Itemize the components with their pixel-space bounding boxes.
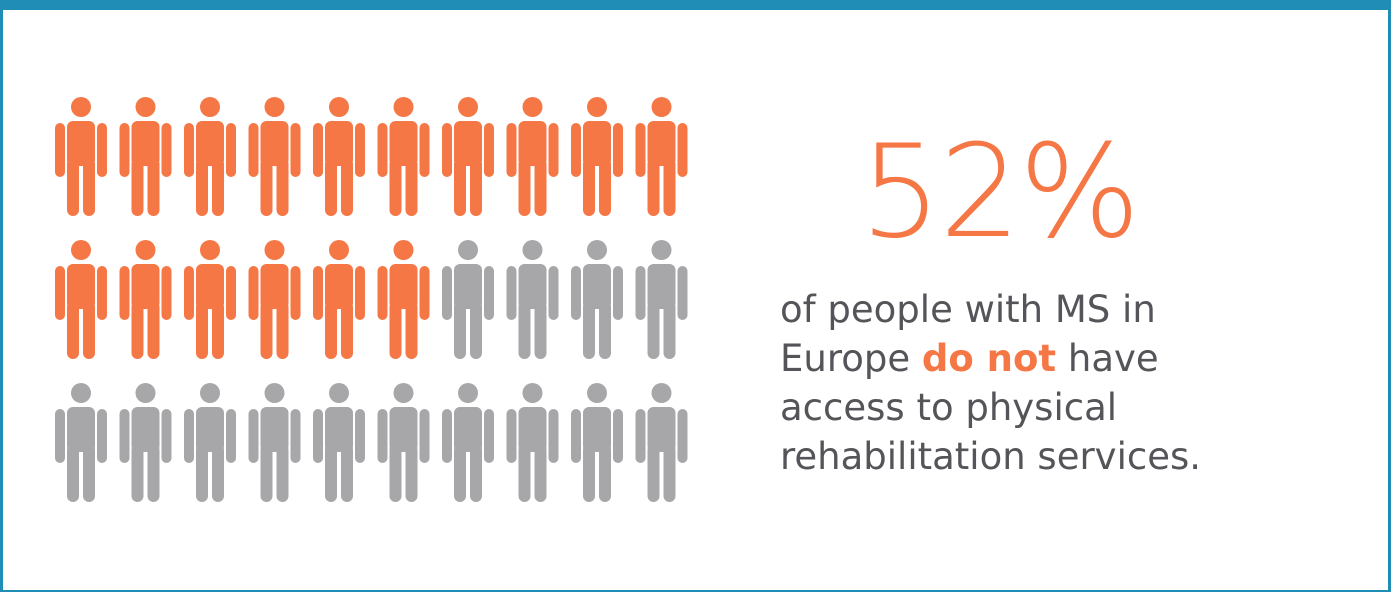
person-icon bbox=[377, 240, 430, 359]
person-icon bbox=[635, 383, 688, 502]
person-icon-grid bbox=[55, 96, 705, 516]
person-icon bbox=[571, 383, 623, 502]
caption-line-1: of people with MS in bbox=[780, 288, 1156, 331]
person-icon bbox=[184, 97, 236, 216]
person-icon bbox=[248, 383, 301, 502]
person-icon bbox=[442, 383, 494, 502]
person-icon bbox=[571, 97, 623, 216]
caption-line-2: Europe do not have bbox=[780, 334, 1340, 383]
person-icon bbox=[571, 240, 623, 359]
person-icon bbox=[313, 383, 365, 502]
person-icon bbox=[248, 240, 301, 359]
top-accent-bar bbox=[0, 0, 1391, 10]
person-icon bbox=[119, 383, 172, 502]
person-icon bbox=[506, 97, 559, 216]
person-icon bbox=[184, 240, 236, 359]
person-icon bbox=[313, 240, 365, 359]
person-icon bbox=[635, 240, 688, 359]
caption-line-2-start: Europe bbox=[780, 337, 922, 380]
person-icon bbox=[377, 97, 430, 216]
person-icon bbox=[55, 240, 107, 359]
caption-emphasis: do not bbox=[921, 337, 1057, 380]
person-icon bbox=[377, 383, 430, 502]
person-icon bbox=[119, 97, 172, 216]
person-icon bbox=[442, 97, 494, 216]
caption-line-3: access to physical bbox=[780, 386, 1118, 429]
stat-caption: of people with MS in Europe do not have … bbox=[780, 285, 1340, 481]
person-icon bbox=[55, 97, 107, 216]
person-icon bbox=[506, 240, 559, 359]
person-icon bbox=[313, 97, 365, 216]
person-icon bbox=[635, 97, 688, 216]
person-icon bbox=[506, 383, 559, 502]
person-icon bbox=[442, 240, 494, 359]
person-icon bbox=[119, 240, 172, 359]
person-icon bbox=[55, 383, 107, 502]
person-icon bbox=[184, 383, 236, 502]
stat-percentage: 52% bbox=[860, 118, 1141, 267]
caption-line-4: rehabilitation services. bbox=[780, 435, 1202, 478]
person-icon bbox=[248, 97, 301, 216]
caption-line-2-end: have bbox=[1056, 337, 1159, 380]
